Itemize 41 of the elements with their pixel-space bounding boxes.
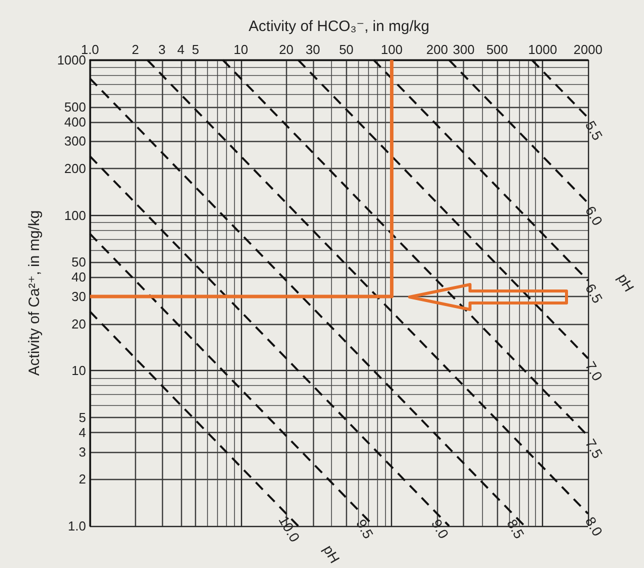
y-tick-label: 1000 bbox=[57, 52, 86, 68]
y-tick-label: 100 bbox=[64, 208, 86, 223]
x-tick-label: 100 bbox=[380, 42, 403, 57]
x-tick-label: 10 bbox=[234, 42, 248, 57]
y-tick-label: 40 bbox=[72, 270, 86, 285]
x-tick-label: 2 bbox=[132, 42, 140, 57]
y-tick-label: 10 bbox=[72, 363, 86, 378]
text: 6.0 bbox=[582, 203, 606, 228]
x-tick-label: 30 bbox=[306, 42, 320, 57]
y-tick-label: 500 bbox=[64, 99, 86, 114]
x-tick-label: 1000 bbox=[528, 42, 558, 57]
x-axis-title: Activity of HCO₃⁻, in mg/kg bbox=[248, 18, 430, 35]
x-tick-label: 2000 bbox=[574, 42, 602, 57]
text: 5.5 bbox=[582, 118, 606, 143]
y-axis-title: Activity of Ca²⁺, in mg/kg bbox=[26, 210, 43, 376]
x-tick-label: 50 bbox=[339, 42, 354, 57]
text: 6.5 bbox=[582, 280, 606, 306]
y-tick-label: 200 bbox=[64, 161, 86, 176]
y-tick-label: 5 bbox=[78, 410, 86, 425]
text: 8.5 bbox=[504, 516, 528, 542]
y-tick-label: 20 bbox=[72, 316, 86, 332]
text: 7.5 bbox=[582, 436, 606, 462]
text: pH bbox=[614, 270, 638, 294]
y-tick-label: 3 bbox=[78, 444, 86, 460]
y-tick-label: 50 bbox=[72, 254, 86, 270]
y-tick-label: 300 bbox=[64, 134, 86, 149]
text: pH bbox=[320, 542, 344, 566]
x-tick-label: 500 bbox=[486, 42, 508, 57]
x-tick-label: 20 bbox=[279, 42, 294, 57]
y-tick-label: 2 bbox=[78, 472, 86, 487]
x-tick-label: 5 bbox=[192, 42, 200, 57]
x-tick-label: 4 bbox=[177, 42, 184, 57]
y-tick-label: 1.0 bbox=[68, 518, 86, 534]
y-tick-label: 30 bbox=[72, 289, 86, 304]
x-tick-label: 3 bbox=[158, 42, 166, 57]
x-tick-label: 200 bbox=[426, 42, 448, 57]
y-tick-label: 4 bbox=[78, 424, 86, 440]
x-tick-label: 300 bbox=[452, 42, 475, 57]
text: 8.0 bbox=[582, 514, 606, 539]
y-tick-label: 400 bbox=[64, 114, 86, 130]
text: 7.0 bbox=[582, 358, 606, 384]
